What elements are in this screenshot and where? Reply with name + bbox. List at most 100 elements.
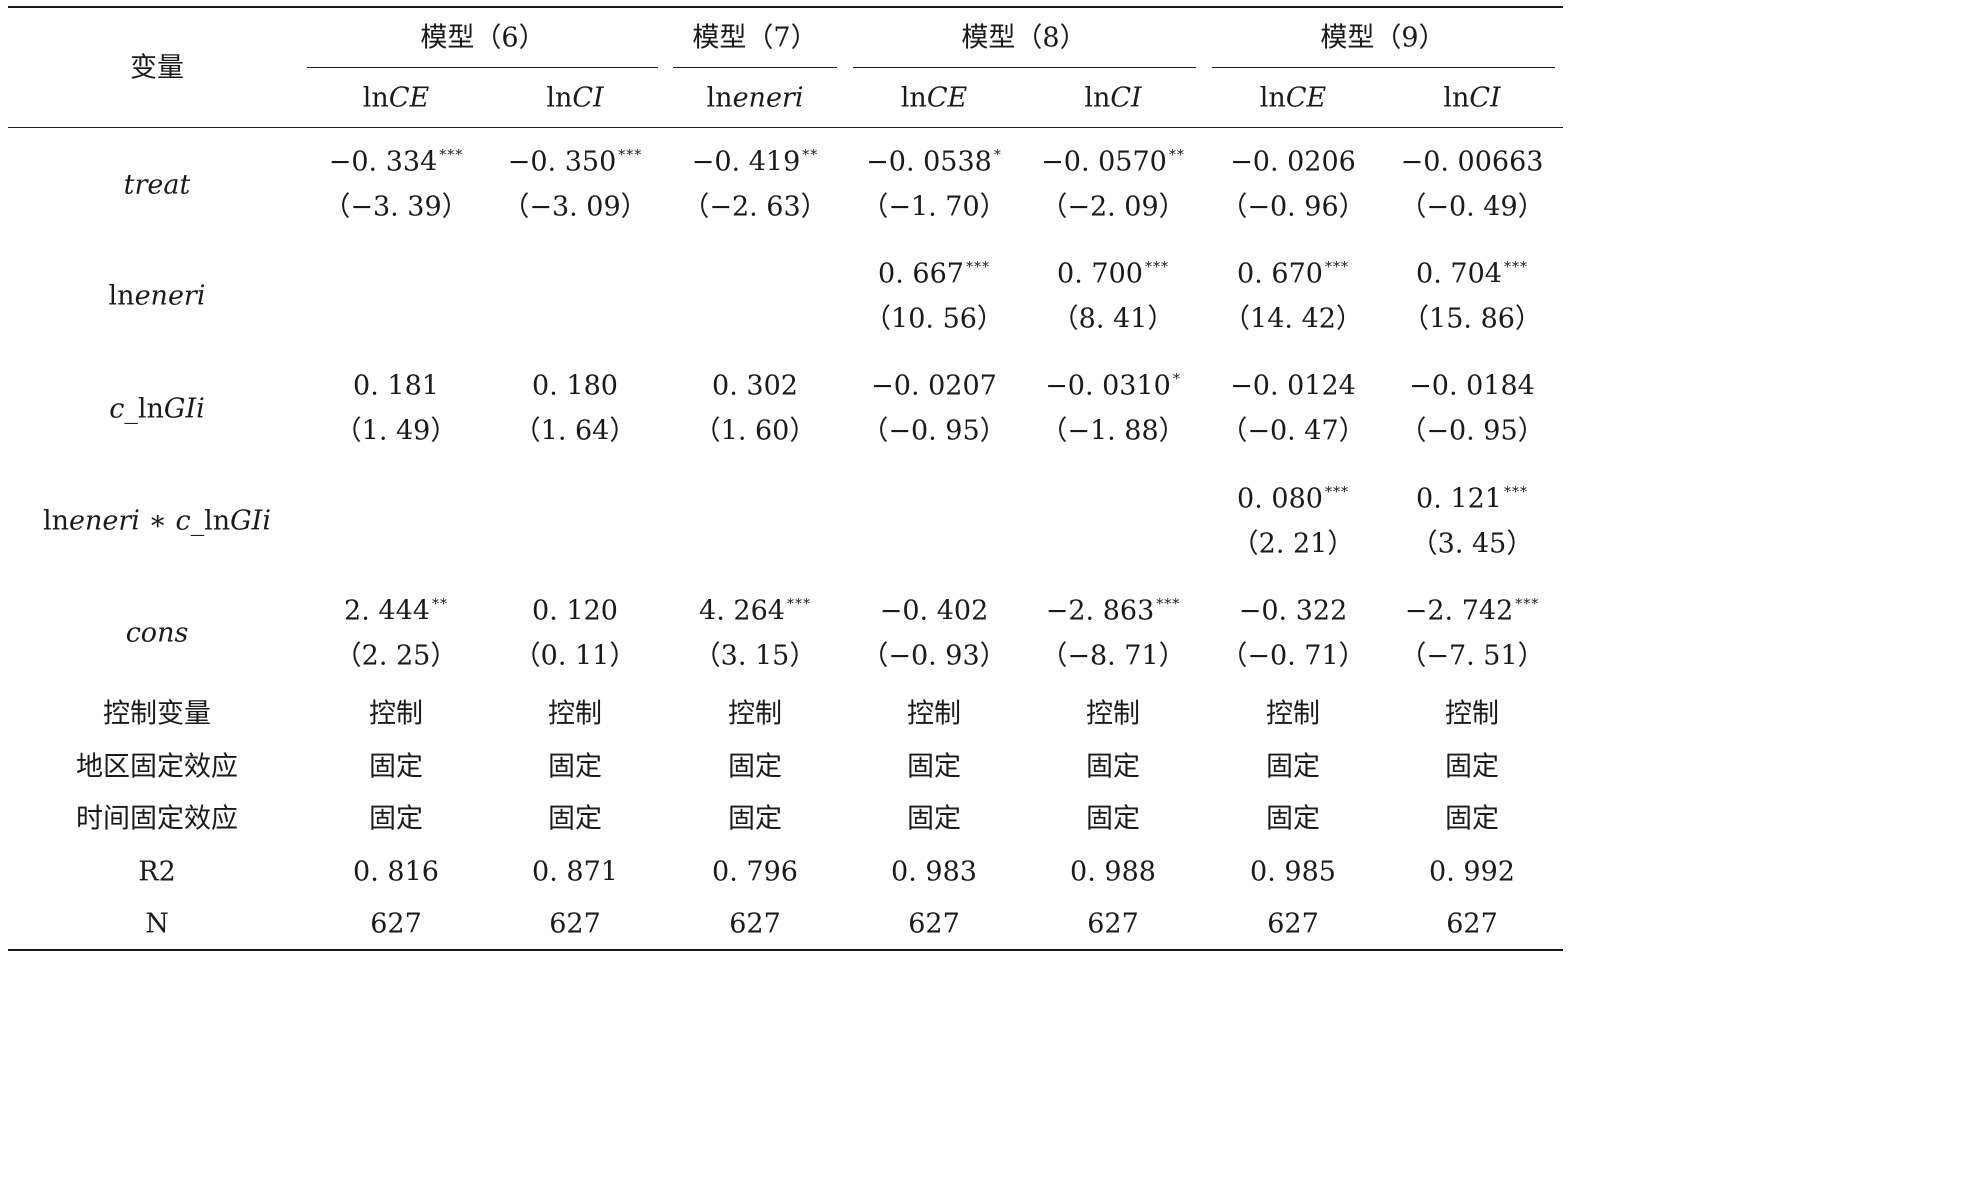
table-cell-value: 固定 xyxy=(1266,751,1320,783)
table-cell-value: 627 xyxy=(908,908,960,940)
significance-stars: *** xyxy=(1503,484,1528,501)
table-cell: 0. 985 xyxy=(1250,859,1336,886)
dep-var-name: CE xyxy=(1285,82,1327,114)
table-cell: 控制 xyxy=(907,701,961,728)
row-label: cons xyxy=(126,620,189,647)
dependent-variable-header: lneneri xyxy=(707,85,804,112)
table-cell-value: 控制 xyxy=(369,698,423,730)
coefficient-cell: −0. 0570 ** xyxy=(1041,149,1185,176)
table-cell: 627 xyxy=(370,911,422,938)
t-statistic-value: （−0. 71） xyxy=(1220,640,1366,672)
dep-var-prefix: ln xyxy=(1443,82,1470,114)
coefficient-value: −0. 0570 xyxy=(1041,146,1167,178)
table-cell: 627 xyxy=(549,911,601,938)
table-cell-value: 627 xyxy=(370,908,422,940)
t-statistic-cell: （2. 25） xyxy=(335,643,458,670)
row-label-part: eneri xyxy=(69,505,140,537)
table-cell-value: 0. 988 xyxy=(1070,856,1156,888)
significance-stars: ** xyxy=(802,147,819,164)
coefficient-value: −0. 0538 xyxy=(866,146,992,178)
dep-var-name: CE xyxy=(926,82,968,114)
dep-var-name: CE xyxy=(388,82,430,114)
row-label-part: ln xyxy=(108,280,135,312)
row-label: 控制变量 xyxy=(103,701,211,728)
dep-var-name: CI xyxy=(1469,82,1501,114)
table-cell: 0. 816 xyxy=(353,859,439,886)
model-header: 模型（8） xyxy=(961,25,1086,52)
coefficient-cell: 4. 264 *** xyxy=(699,598,811,625)
t-statistic-cell: （1. 64） xyxy=(514,418,637,445)
significance-stars: *** xyxy=(1515,596,1540,613)
coefficient-value: 0. 302 xyxy=(712,370,798,402)
dependent-variable-header: lnCI xyxy=(1084,85,1141,112)
table-cell: 627 xyxy=(1446,911,1498,938)
coefficient-cell: −0. 00663 xyxy=(1401,149,1544,176)
t-statistic-cell: （−0. 49） xyxy=(1399,194,1544,221)
t-statistic-value: （−0. 96） xyxy=(1220,191,1366,223)
coefficient-value: 0. 121 xyxy=(1416,483,1502,515)
table-cell-value: 0. 816 xyxy=(353,856,439,888)
table-cell-value: 627 xyxy=(1446,908,1498,940)
t-statistic-cell: （−1. 88） xyxy=(1040,418,1185,445)
dep-var-prefix: ln xyxy=(706,82,733,114)
table-cell: 固定 xyxy=(548,754,602,781)
table-cell-value: 固定 xyxy=(548,803,602,835)
row-label: c_lnGIi xyxy=(109,396,205,423)
t-statistic-cell: （8. 41） xyxy=(1052,306,1175,333)
t-statistic-value: （0. 11） xyxy=(513,640,637,672)
coefficient-value: 0. 700 xyxy=(1057,258,1143,290)
table-cell: 固定 xyxy=(369,806,423,833)
t-statistic-value: （1. 60） xyxy=(693,415,817,447)
t-statistic-cell: （−0. 71） xyxy=(1220,643,1365,670)
t-statistic-value: （2. 21） xyxy=(1231,528,1355,560)
coefficient-value: −0. 322 xyxy=(1238,595,1348,627)
dep-var-prefix: ln xyxy=(1084,82,1111,114)
t-statistic-cell: （2. 21） xyxy=(1232,531,1355,558)
t-statistic-cell: （−8. 71） xyxy=(1040,643,1185,670)
row-label: treat xyxy=(124,172,191,199)
coefficient-value: −0. 00663 xyxy=(1400,146,1544,178)
table-cell-value: 固定 xyxy=(728,803,782,835)
table-cell: 固定 xyxy=(907,754,961,781)
dep-var-name: CI xyxy=(1110,82,1142,114)
t-statistic-cell: （1. 60） xyxy=(694,418,817,445)
t-statistic-cell: （−0. 96） xyxy=(1220,194,1365,221)
t-statistic-cell: （−3. 39） xyxy=(323,194,468,221)
table-cell-value: 固定 xyxy=(1445,803,1499,835)
table-cell-value: 固定 xyxy=(907,803,961,835)
t-statistic-value: （8. 41） xyxy=(1051,303,1175,335)
row-label-superscript: 2 xyxy=(158,856,176,888)
table-cell: 固定 xyxy=(907,806,961,833)
dependent-variable-header: lnCE xyxy=(1260,85,1326,112)
coefficient-value: 0. 670 xyxy=(1237,258,1323,290)
coefficient-cell: 0. 180 xyxy=(532,373,618,400)
row-label-part: _ln xyxy=(190,505,231,537)
t-statistic-cell: （−7. 51） xyxy=(1399,643,1544,670)
row-label-text: 地区固定效应 xyxy=(76,751,238,783)
t-statistic-cell: （3. 15） xyxy=(694,643,817,670)
coefficient-value: −0. 0124 xyxy=(1230,370,1356,402)
table-cell: 控制 xyxy=(369,701,423,728)
table-cell-value: 627 xyxy=(549,908,601,940)
coefficient-value: 0. 180 xyxy=(532,370,618,402)
significance-stars: *** xyxy=(1324,484,1349,501)
t-statistic-value: （1. 49） xyxy=(334,415,458,447)
variable-header: 变量 xyxy=(130,55,184,82)
dep-var-prefix: ln xyxy=(900,82,927,114)
coefficient-cell: 0. 670 *** xyxy=(1237,261,1349,288)
bottom-rule xyxy=(8,949,1563,951)
t-statistic-value: （14. 42） xyxy=(1223,303,1363,335)
table-cell-value: 固定 xyxy=(548,751,602,783)
coefficient-value: 0. 181 xyxy=(353,370,439,402)
significance-stars: *** xyxy=(965,259,990,276)
dependent-variable-header: lnCI xyxy=(1443,85,1500,112)
coefficient-value: 0. 667 xyxy=(878,258,964,290)
row-label: lneneri ∗ c_lnGIi xyxy=(43,508,271,535)
dep-var-prefix: ln xyxy=(546,82,573,114)
table-cell: 固定 xyxy=(728,754,782,781)
row-label-part: eneri xyxy=(134,280,206,312)
coefficient-value: −2. 863 xyxy=(1045,595,1155,627)
dependent-variable-header: lnCE xyxy=(901,85,967,112)
row-label-text: 控制变量 xyxy=(103,698,211,730)
row-label-part: c xyxy=(109,393,125,425)
